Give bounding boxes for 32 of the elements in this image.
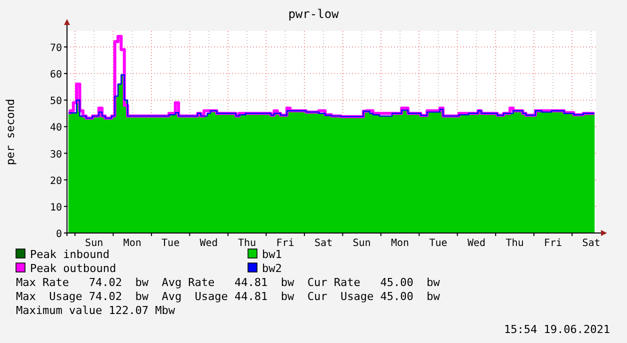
y-tick-label: 20 (50, 176, 62, 187)
text: Max Rate 74.02 bw Avg Rate 44.81 bw Cur Rate 45.00 bw (16, 276, 440, 289)
y-tick-label: 0 (56, 229, 62, 240)
x-tick-label: Thu (506, 238, 524, 249)
x-tick-label: Fri (544, 238, 562, 249)
x-tick-label: Sat (314, 238, 333, 249)
text: Max Usage 74.02 bw Avg Usage 44.81 bw Cur Usage 45.00 bw (16, 290, 440, 303)
x-tick-label: Sun (85, 238, 104, 249)
y-axis-title: per second (4, 98, 17, 166)
x-tick-label: Tue (429, 238, 448, 249)
x-tick-label: Mon (390, 238, 410, 249)
x-tick-label: Fri (276, 238, 294, 249)
y-tick-label: 60 (50, 70, 62, 81)
x-tick-label: Sun (352, 238, 371, 249)
y-tick-label: 10 (50, 202, 62, 214)
x-tick-label: Mon (123, 238, 142, 249)
text: Maximum value 122.07 Mbw (16, 304, 176, 317)
text: 15:54 19.06.2021 (504, 323, 610, 336)
x-tick-label: Wed (200, 238, 218, 249)
legend-label: Peak outbound (30, 262, 116, 275)
legend-label: bw1 (262, 248, 282, 261)
chart-title: pwr-low (288, 7, 340, 21)
x-tick-label: Wed (467, 238, 486, 249)
x-tick-label: Sat (582, 238, 600, 249)
y-tick-label: 70 (50, 42, 62, 54)
legend-label: bw2 (262, 262, 282, 275)
y-tick-label: 30 (50, 149, 62, 160)
y-tick-label: 50 (50, 96, 62, 108)
y-tick-label: 40 (50, 122, 62, 134)
x-tick-label: Tue (162, 238, 180, 249)
legend-label: Peak inbound (30, 248, 110, 261)
x-tick-label: Thu (238, 238, 256, 249)
